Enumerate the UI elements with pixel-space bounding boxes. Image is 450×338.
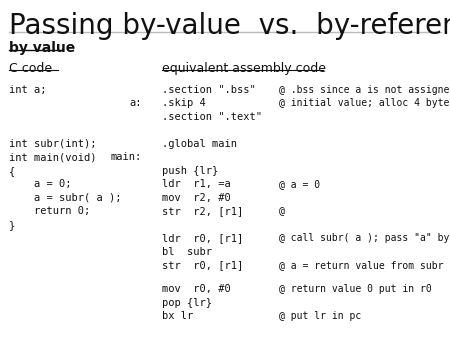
Text: @ a = return value from subr in r0: @ a = return value from subr in r0 [279, 260, 450, 270]
Text: C code: C code [9, 62, 52, 74]
Text: @: @ [279, 206, 285, 216]
Text: @ .bss since a is not assigned an: @ .bss since a is not assigned an [279, 84, 450, 95]
Text: bl  subr: bl subr [162, 247, 212, 257]
Text: ldr  r0, [r1]: ldr r0, [r1] [162, 233, 243, 243]
Text: .section ".text": .section ".text" [162, 112, 262, 122]
Text: int main(void): int main(void) [9, 152, 96, 162]
Text: int a;: int a; [9, 84, 46, 95]
Text: .section ".bss": .section ".bss" [162, 84, 256, 95]
Text: ldr  r1, =a: ldr r1, =a [162, 179, 231, 189]
Text: main:: main: [111, 152, 142, 162]
Text: return 0;: return 0; [9, 206, 90, 216]
Text: {: { [9, 166, 15, 176]
Text: pop {lr}: pop {lr} [162, 297, 212, 308]
Text: equivalent assembly code: equivalent assembly code [162, 62, 326, 74]
Text: mov  r2, #0: mov r2, #0 [162, 193, 231, 203]
Text: Passing by-value  vs.  by-reference  in  ARM: Passing by-value vs. by-reference in ARM [9, 12, 450, 40]
Text: bx lr: bx lr [162, 311, 193, 321]
Text: @ put lr in pc: @ put lr in pc [279, 311, 361, 321]
Text: .skip 4: .skip 4 [162, 98, 206, 108]
Text: int subr(int);: int subr(int); [9, 139, 96, 149]
Text: str  r2, [r1]: str r2, [r1] [162, 206, 243, 216]
Text: mov  r0, #0: mov r0, #0 [162, 284, 231, 294]
Text: @ call subr( a ); pass "a" by value: @ call subr( a ); pass "a" by value [279, 233, 450, 243]
Text: by value: by value [9, 41, 75, 55]
Text: str  r0, [r1]: str r0, [r1] [162, 260, 243, 270]
Text: .global main: .global main [162, 139, 237, 149]
Text: push {lr}: push {lr} [162, 166, 218, 176]
Text: @ return value 0 put in r0: @ return value 0 put in r0 [279, 284, 432, 294]
Text: a = 0;: a = 0; [9, 179, 72, 189]
Text: @ a = 0: @ a = 0 [279, 179, 320, 189]
Text: a = subr( a );: a = subr( a ); [9, 193, 122, 203]
Text: }: } [9, 220, 15, 230]
Text: @ initial value; alloc 4 bytes: @ initial value; alloc 4 bytes [279, 98, 450, 108]
Text: a:: a: [129, 98, 142, 108]
